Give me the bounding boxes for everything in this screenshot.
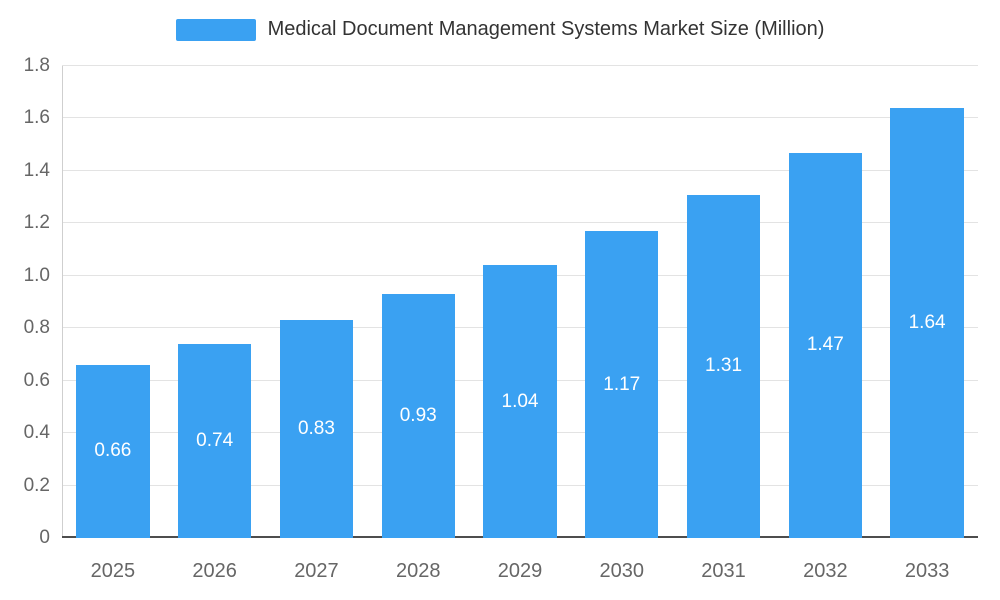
gridline: [62, 222, 978, 224]
x-axis-tick-label: 2026: [192, 560, 237, 582]
plot-area: 0.66 0.74 0.83 0.93 1.04 1.17 1.31 1.47 1.64: [62, 65, 978, 538]
bar-2025: 0.66: [76, 364, 150, 538]
y-axis-tick-label: 1.8: [23, 55, 50, 76]
bar-2027: 0.83: [279, 320, 354, 538]
bar-2028: 0.93: [381, 294, 455, 538]
bar-value-label: 1.31: [705, 355, 743, 377]
x-axis-tick-label: 2029: [497, 560, 543, 582]
bar-value-label: 1.17: [603, 373, 641, 395]
x-axis-tick-label: 2025: [90, 560, 136, 582]
bar-2029: 1.04: [483, 265, 557, 538]
y-axis-tick-label: 1.0: [23, 264, 50, 286]
y-axis-tick-label: 0.4: [23, 422, 50, 444]
legend[interactable]: Medical Document Management Systems Mark…: [0, 18, 1000, 41]
bar-2026: 0.74: [178, 343, 252, 538]
chart-title: Medical Document Management Systems Mark…: [267, 18, 825, 40]
bar-2032: 1.47: [788, 152, 862, 538]
x-axis-tick-label: 2028: [395, 560, 441, 582]
bar-value-label: 0.74: [196, 429, 234, 451]
bar-2033: 1.64: [890, 107, 964, 538]
bar-value-label: 1.04: [501, 390, 539, 412]
y-axis-tick-label: 0.6: [23, 369, 50, 391]
bar-2031: 1.31: [686, 194, 761, 538]
legend-swatch[interactable]: [175, 18, 256, 41]
bar-2030: 1.17: [585, 231, 659, 538]
y-axis-tick-label: 1.4: [23, 159, 50, 181]
bar-value-label: 0.66: [94, 440, 132, 462]
y-axis-line: [62, 66, 63, 538]
bar-value-label: 1.47: [806, 334, 844, 356]
x-axis-tick-label: 2033: [904, 560, 950, 582]
x-axis-tick-label: 2027: [294, 560, 339, 582]
x-axis-tick-label: 2031: [701, 560, 746, 582]
bar-value-label: 0.83: [297, 418, 335, 440]
x-axis-tick-label: 2030: [599, 560, 645, 582]
y-axis-tick-label: 0: [39, 527, 50, 548]
gridline: [62, 117, 978, 119]
y-axis-tick-label: 0.8: [23, 317, 50, 339]
y-axis-tick-label: 1.6: [23, 107, 50, 129]
x-axis-tick-label: 2032: [803, 560, 848, 582]
bar-value-label: 1.64: [908, 311, 946, 333]
y-axis-tick-label: 1.2: [23, 212, 50, 234]
gridline: [62, 169, 978, 171]
gridline: [62, 65, 978, 66]
y-axis-tick-label: 0.2: [23, 474, 50, 496]
bar-value-label: 0.93: [399, 405, 437, 427]
